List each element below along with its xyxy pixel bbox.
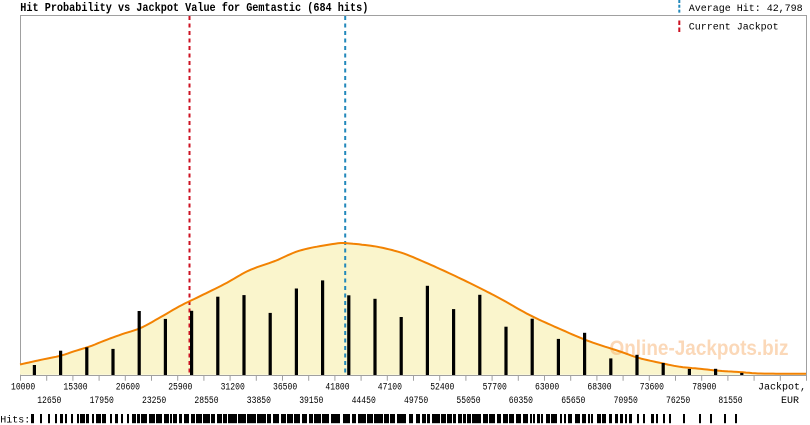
svg-text:EUR: EUR bbox=[781, 396, 799, 407]
svg-text:23250: 23250 bbox=[142, 396, 166, 407]
svg-text:33850: 33850 bbox=[247, 396, 271, 407]
svg-text:28550: 28550 bbox=[194, 396, 218, 407]
svg-text:76250: 76250 bbox=[666, 396, 690, 407]
svg-text:39150: 39150 bbox=[299, 396, 323, 407]
svg-text:Jackpot,: Jackpot, bbox=[758, 381, 806, 393]
svg-text:31200: 31200 bbox=[221, 382, 245, 393]
svg-text:65650: 65650 bbox=[561, 396, 585, 407]
svg-text:44450: 44450 bbox=[352, 396, 376, 407]
svg-text:68300: 68300 bbox=[587, 382, 611, 393]
svg-text:41800: 41800 bbox=[325, 382, 349, 393]
svg-text:60350: 60350 bbox=[509, 396, 533, 407]
svg-text:47100: 47100 bbox=[378, 382, 402, 393]
svg-text:Current Jackpot: Current Jackpot bbox=[689, 21, 779, 33]
svg-text:12650: 12650 bbox=[37, 396, 61, 407]
svg-text:17950: 17950 bbox=[90, 396, 114, 407]
svg-text:49750: 49750 bbox=[404, 396, 428, 407]
svg-text:10000: 10000 bbox=[11, 382, 35, 393]
svg-text:73600: 73600 bbox=[640, 382, 664, 393]
svg-text:52400: 52400 bbox=[430, 382, 454, 393]
svg-text:63000: 63000 bbox=[535, 382, 559, 393]
svg-text:20600: 20600 bbox=[116, 382, 140, 393]
svg-text:15300: 15300 bbox=[63, 382, 87, 393]
svg-text:81550: 81550 bbox=[718, 396, 742, 407]
svg-text:57700: 57700 bbox=[483, 382, 507, 393]
svg-text:78900: 78900 bbox=[692, 382, 716, 393]
svg-text:70950: 70950 bbox=[614, 396, 638, 407]
svg-text:36500: 36500 bbox=[273, 382, 297, 393]
svg-text:25900: 25900 bbox=[168, 382, 192, 393]
svg-text:Hit Probability vs Jackpot Val: Hit Probability vs Jackpot Value for Gem… bbox=[20, 1, 368, 15]
svg-text:55050: 55050 bbox=[456, 396, 480, 407]
svg-text:Average Hit: 42,798: Average Hit: 42,798 bbox=[689, 3, 803, 15]
svg-text:Online-Jackpots.biz: Online-Jackpots.biz bbox=[610, 336, 789, 360]
svg-text:Hits:: Hits: bbox=[0, 415, 30, 425]
